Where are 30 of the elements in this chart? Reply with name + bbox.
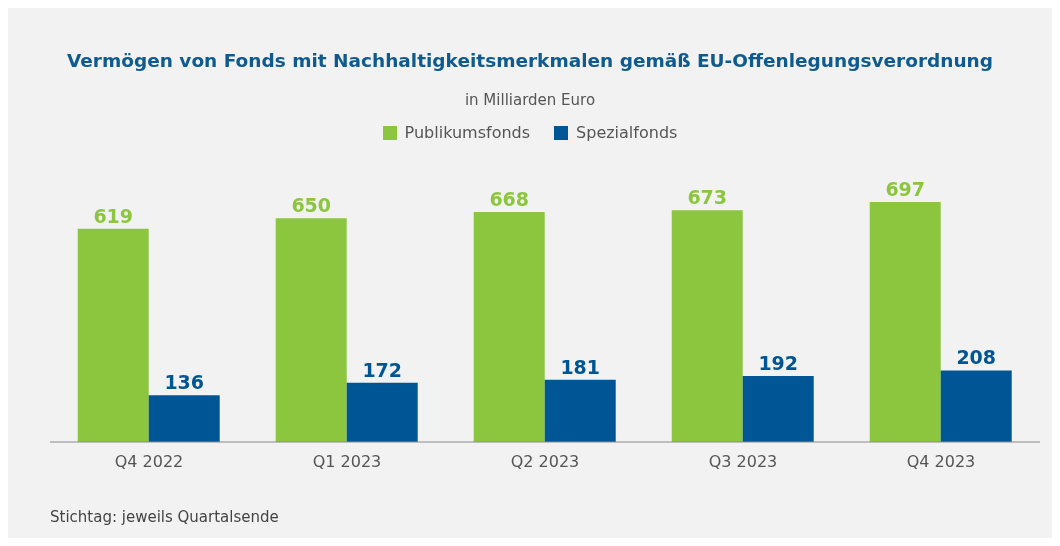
chart-subtitle: in Milliarden Euro	[463, 91, 597, 109]
bar	[77, 228, 149, 442]
bar	[473, 211, 545, 442]
data-label: 619	[93, 204, 134, 227]
data-label: 668	[489, 187, 530, 210]
bar	[869, 202, 941, 442]
bar	[671, 210, 743, 442]
text: Stichtag: jeweils Quartalsende	[50, 508, 279, 526]
bar	[346, 382, 418, 442]
x-tick-label: Q3 2023	[708, 452, 778, 472]
data-label: 181	[560, 355, 601, 378]
legend-label: Spezialfonds	[576, 123, 678, 142]
x-tick-label: Q4 2022	[114, 452, 184, 472]
data-label: 650	[291, 194, 332, 217]
bar	[742, 375, 814, 442]
chart-title: Vermögen von Fonds mit Nachhaltigkeitsmerkmalen gemäß EU-Offenlegungsverordnung	[65, 49, 995, 71]
data-label: 136	[164, 371, 205, 394]
bar	[940, 370, 1012, 442]
legend-label: Publikumsfonds	[404, 123, 531, 142]
data-label: 192	[758, 351, 799, 374]
bar	[148, 395, 220, 442]
x-tick-label: Q1 2023	[312, 452, 382, 472]
x-tick-label: Q4 2023	[906, 452, 976, 472]
bar	[275, 218, 347, 442]
data-label: 208	[956, 346, 997, 369]
data-label: 172	[362, 358, 403, 381]
bar	[544, 379, 616, 442]
data-label: 673	[687, 186, 728, 209]
data-label: 697	[885, 178, 926, 200]
x-tick-label: Q2 2023	[510, 452, 580, 472]
